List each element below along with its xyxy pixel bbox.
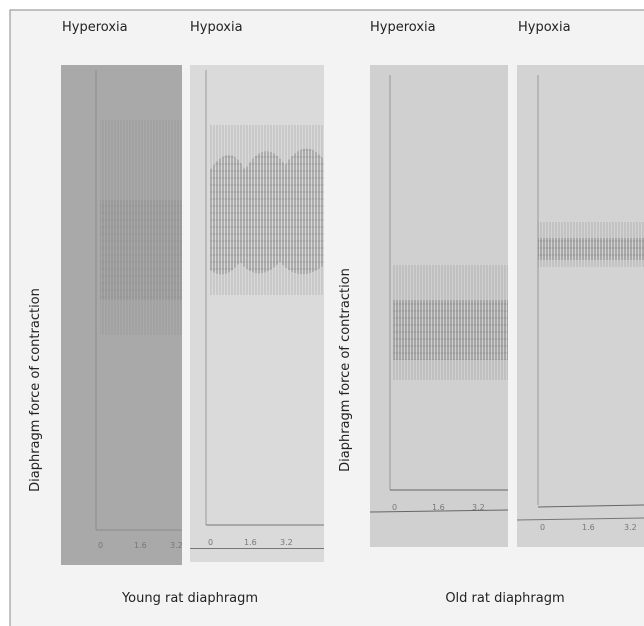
header: Hyperoxia: [62, 20, 128, 35]
recording-panel: [190, 65, 324, 562]
group-label: Old rat diaphragm: [445, 591, 564, 606]
header: Hypoxia: [190, 20, 243, 35]
tick-labels: 0 1.6 3.2 0 1.6 3.2 0 1.6 3.2 0 1.6 3.2: [98, 503, 637, 550]
y-axis-label: Diaphragm force of contraction: [28, 288, 43, 492]
x-tick-label: 1.6: [244, 538, 257, 547]
x-tick-label: 3.2: [624, 523, 637, 532]
x-tick-label: 0: [98, 541, 103, 550]
x-tick-label: 3.2: [472, 503, 485, 512]
y-axis-label: Diaphragm force of contraction: [338, 268, 353, 472]
group-label: Young rat diaphragm: [121, 591, 258, 606]
header: Hyperoxia: [370, 20, 436, 35]
recording-panel: [369, 65, 509, 547]
recording-panel: [516, 65, 644, 547]
x-tick-label: 0: [392, 503, 397, 512]
x-tick-label: 3.2: [280, 538, 293, 547]
x-tick-label: 0: [208, 538, 213, 547]
header: Hypoxia: [518, 20, 571, 35]
recording-panel: [61, 65, 182, 565]
x-tick-label: 1.6: [432, 503, 445, 512]
x-tick-label: 3.2: [170, 541, 183, 550]
x-tick-label: 1.6: [582, 523, 595, 532]
x-tick-label: 1.6: [134, 541, 147, 550]
x-tick-label: 0: [540, 523, 545, 532]
